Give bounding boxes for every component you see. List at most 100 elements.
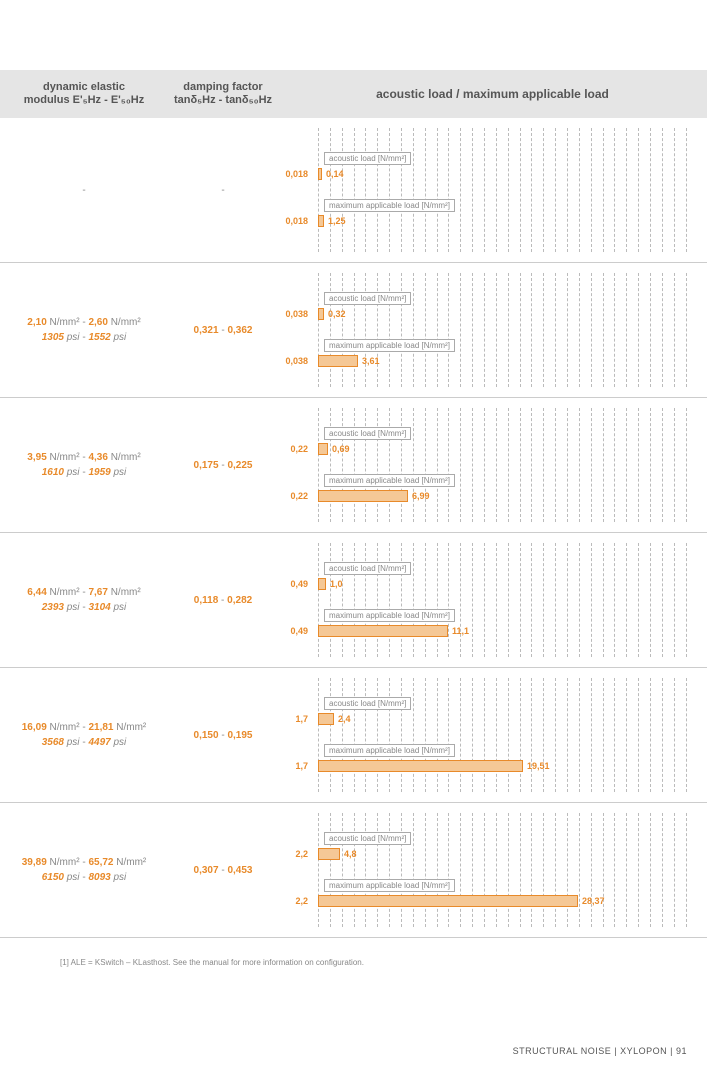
cell-damping: 0,307 - 0,453 bbox=[168, 859, 278, 882]
value: 4,36 bbox=[88, 452, 107, 463]
bar-min-value: 0,038 bbox=[276, 356, 312, 366]
bar bbox=[318, 760, 523, 772]
value: 6,44 bbox=[27, 587, 46, 598]
acoustic-bar-group: acoustic load [N/mm²]2,24,8 bbox=[318, 832, 687, 861]
table-row: 3,95 N/mm² - 4,36 N/mm²1610 psi - 1959 p… bbox=[0, 398, 707, 533]
table-header: dynamic elastic modulus E'₅Hz - E'₅₀Hz d… bbox=[0, 70, 707, 118]
bar bbox=[318, 578, 326, 590]
header-text: dynamic elastic bbox=[43, 81, 125, 93]
cell-modulus: 6,44 N/mm² - 7,67 N/mm²2393 psi - 3104 p… bbox=[0, 581, 168, 619]
bar-label: maximum applicable load [N/mm²] bbox=[324, 879, 455, 892]
unit: N/mm² bbox=[50, 317, 80, 328]
bar-max-value: 3,61 bbox=[362, 356, 380, 366]
unit: psi bbox=[67, 872, 80, 883]
unit: N/mm² bbox=[111, 587, 141, 598]
bar-min-value: 0,018 bbox=[276, 216, 312, 226]
value: 4497 bbox=[88, 737, 110, 748]
value: 1305 bbox=[42, 332, 64, 343]
bar-max-value: 2,4 bbox=[338, 714, 351, 724]
cell-modulus: 2,10 N/mm² - 2,60 N/mm²1305 psi - 1552 p… bbox=[0, 311, 168, 349]
value: 65,72 bbox=[88, 857, 113, 868]
bar-min-value: 0,49 bbox=[276, 626, 312, 636]
value: 2,10 bbox=[27, 317, 46, 328]
bar-min-value: 0,018 bbox=[276, 169, 312, 179]
acoustic-bar-group: acoustic load [N/mm²]0,0380,32 bbox=[318, 292, 687, 321]
max-bar-group: maximum applicable load [N/mm²]1,719,51 bbox=[318, 744, 687, 773]
bar-min-value: 0,038 bbox=[276, 309, 312, 319]
chart-cell: acoustic load [N/mm²]0,491,0maximum appl… bbox=[278, 533, 707, 667]
empty-dash: - bbox=[221, 185, 224, 196]
value: 21,81 bbox=[88, 722, 113, 733]
bar-label: acoustic load [N/mm²] bbox=[324, 832, 411, 845]
unit: N/mm² bbox=[116, 722, 146, 733]
value: 0,118 bbox=[194, 595, 218, 606]
cell-modulus: 3,95 N/mm² - 4,36 N/mm²1610 psi - 1959 p… bbox=[0, 446, 168, 484]
bar bbox=[318, 490, 408, 502]
cell-damping: - bbox=[168, 179, 278, 202]
bar-label: acoustic load [N/mm²] bbox=[324, 152, 411, 165]
cell-modulus: 39,89 N/mm² - 65,72 N/mm²6150 psi - 8093… bbox=[0, 851, 168, 889]
unit: psi bbox=[113, 737, 126, 748]
bar-min-value: 0,22 bbox=[276, 444, 312, 454]
bar-row: 1,72,4 bbox=[318, 712, 687, 726]
chart-cell: acoustic load [N/mm²]2,24,8maximum appli… bbox=[278, 803, 707, 937]
acoustic-bar-group: acoustic load [N/mm²]0,0180,14 bbox=[318, 152, 687, 181]
value: 3568 bbox=[42, 737, 64, 748]
bar-row: 0,220,69 bbox=[318, 442, 687, 456]
chart-cell: acoustic load [N/mm²]1,72,4 maximum appli… bbox=[278, 668, 707, 802]
bar-max-value: 28,37 bbox=[582, 896, 605, 906]
value: 16,09 bbox=[22, 722, 47, 733]
unit: N/mm² bbox=[116, 857, 146, 868]
max-bar-group: maximum applicable load [N/mm²]0,4911,1 bbox=[318, 609, 687, 638]
unit: N/mm² bbox=[50, 857, 80, 868]
value: 2393 bbox=[42, 602, 64, 613]
bar-min-value: 0,49 bbox=[276, 579, 312, 589]
bar-max-value: 4,8 bbox=[344, 849, 357, 859]
value: 1610 bbox=[42, 467, 64, 478]
unit: psi bbox=[67, 737, 80, 748]
footnote: [1] ALE = KSwitch – KLasthost. See the m… bbox=[60, 958, 707, 967]
bar-min-value: 1,7 bbox=[276, 714, 312, 724]
value: 0,225 bbox=[227, 460, 252, 471]
table-row: 2,10 N/mm² - 2,60 N/mm²1305 psi - 1552 p… bbox=[0, 263, 707, 398]
value: 0,453 bbox=[227, 865, 252, 876]
unit: psi bbox=[113, 467, 126, 478]
bar-label: acoustic load [N/mm²] bbox=[324, 427, 411, 440]
unit: psi bbox=[113, 332, 126, 343]
bar-row: 0,491,0 bbox=[318, 577, 687, 591]
bar-min-value: 0,22 bbox=[276, 491, 312, 501]
unit: psi bbox=[113, 602, 126, 613]
value: 0,150 bbox=[194, 730, 219, 741]
header-text: tanδ₅Hz - tanδ₅₀Hz bbox=[174, 94, 272, 106]
bar-max-value: 0,32 bbox=[328, 309, 346, 319]
bar-max-value: 1,25 bbox=[328, 216, 346, 226]
unit: N/mm² bbox=[50, 587, 80, 598]
bar-max-value: 1,0 bbox=[330, 579, 343, 589]
header-text: damping factor bbox=[183, 81, 262, 93]
value: 3104 bbox=[88, 602, 110, 613]
bar bbox=[318, 895, 578, 907]
unit: N/mm² bbox=[50, 722, 80, 733]
value: 0,282 bbox=[227, 595, 252, 606]
table-row: --acoustic load [N/mm²]0,0180,14maximum … bbox=[0, 118, 707, 263]
bar bbox=[318, 848, 340, 860]
value: 0,175 bbox=[194, 460, 219, 471]
value: 1959 bbox=[88, 467, 110, 478]
bar-min-value: 2,2 bbox=[276, 849, 312, 859]
bar-max-value: 6,99 bbox=[412, 491, 430, 501]
header-text: modulus E'₅Hz - E'₅₀Hz bbox=[24, 94, 145, 106]
max-bar-group: maximum applicable load [N/mm²]2,228,37 bbox=[318, 879, 687, 908]
max-bar-group: maximum applicable load [N/mm²]0,0181,25 bbox=[318, 199, 687, 228]
bar-label: acoustic load [N/mm²] bbox=[324, 292, 411, 305]
acoustic-bar-group: acoustic load [N/mm²]1,72,4 bbox=[318, 697, 687, 726]
bar-label: acoustic load [N/mm²] bbox=[324, 562, 411, 575]
unit: psi bbox=[67, 332, 80, 343]
bar bbox=[318, 713, 334, 725]
chart-cell: acoustic load [N/mm²]0,220,69maximum app… bbox=[278, 398, 707, 532]
bar bbox=[318, 355, 358, 367]
header-text: acoustic load / maximum applicable load bbox=[376, 87, 609, 101]
bar bbox=[318, 625, 448, 637]
bar bbox=[318, 168, 322, 180]
unit: psi bbox=[67, 602, 80, 613]
value: 39,89 bbox=[22, 857, 47, 868]
